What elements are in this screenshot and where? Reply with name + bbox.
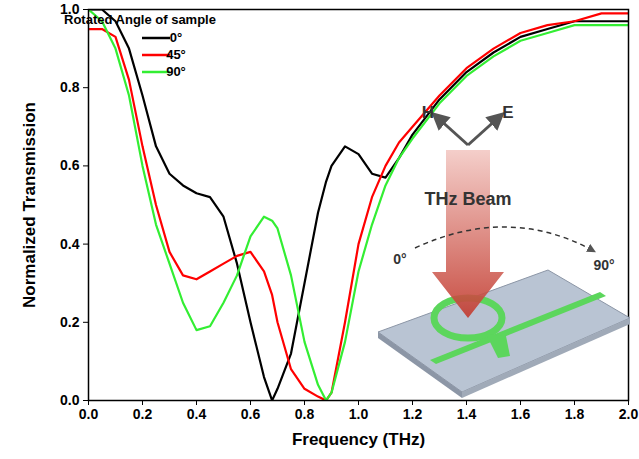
svg-text:1.0: 1.0 — [60, 1, 80, 17]
svg-text:1.0: 1.0 — [349, 406, 369, 422]
svg-text:THz Beam: THz Beam — [424, 189, 511, 209]
svg-text:1.4: 1.4 — [457, 406, 477, 422]
svg-text:90°: 90° — [166, 64, 186, 79]
svg-text:Normalized Transmission: Normalized Transmission — [20, 102, 39, 308]
svg-text:0.6: 0.6 — [60, 157, 80, 173]
svg-text:0.2: 0.2 — [133, 406, 153, 422]
svg-text:2.0: 2.0 — [619, 406, 639, 422]
svg-text:0.2: 0.2 — [60, 314, 80, 330]
svg-text:Rotated Angle of sample: Rotated Angle of sample — [64, 12, 216, 27]
svg-text:0.8: 0.8 — [60, 79, 80, 95]
svg-text:0°: 0° — [170, 30, 182, 45]
svg-text:0.6: 0.6 — [241, 406, 261, 422]
svg-text:0.0: 0.0 — [60, 392, 80, 408]
svg-text:H: H — [422, 103, 434, 122]
svg-text:E: E — [502, 103, 513, 122]
svg-text:0.0: 0.0 — [79, 406, 99, 422]
svg-text:1.6: 1.6 — [511, 406, 531, 422]
svg-text:0.4: 0.4 — [60, 236, 80, 252]
svg-text:45°: 45° — [166, 47, 186, 62]
svg-text:Frequency (THz): Frequency (THz) — [292, 430, 425, 449]
svg-text:1.8: 1.8 — [565, 406, 585, 422]
svg-text:0.4: 0.4 — [187, 406, 207, 422]
svg-text:0°: 0° — [393, 251, 406, 267]
svg-text:1.2: 1.2 — [403, 406, 423, 422]
svg-text:90°: 90° — [593, 257, 614, 273]
svg-text:0.8: 0.8 — [295, 406, 315, 422]
